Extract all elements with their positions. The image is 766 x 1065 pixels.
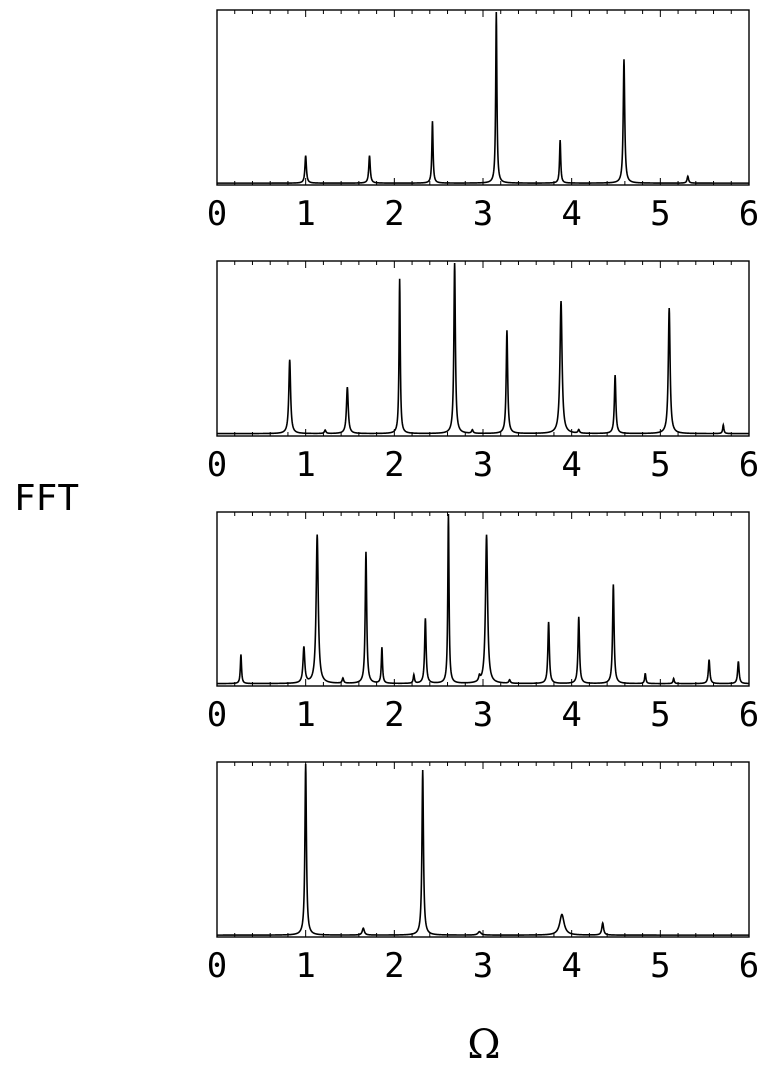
- spectrum-line-4: [217, 763, 749, 936]
- fft-panel-3: 0 1 2 3 4 5 6: [207, 511, 759, 735]
- x-tick-label: 1: [295, 695, 315, 735]
- x-tick-label: 5: [650, 445, 670, 485]
- x-tick-label: 5: [650, 695, 670, 735]
- plot-frame-1: [216, 9, 750, 186]
- y-axis-label: FFT: [14, 478, 79, 519]
- x-tick-label: 3: [473, 946, 493, 986]
- x-axis-label: Ω: [467, 1022, 500, 1065]
- x-tick-label: 2: [384, 194, 404, 234]
- x-tick-label: 1: [295, 194, 315, 234]
- x-tick-label: 3: [473, 695, 493, 735]
- x-tick-label: 1: [295, 445, 315, 485]
- x-tick-label: 4: [561, 695, 581, 735]
- panels-group: 0 1 2 3 4 5 6 0 1 2 3 4 5 6 0 1 2 3 4 5 6 0 1 2 3 4 5 6: [207, 9, 759, 986]
- x-tick-label: 4: [561, 946, 581, 986]
- x-tick-label: 4: [561, 194, 581, 234]
- x-tick-label: 0: [207, 695, 227, 735]
- spectrum-line-3: [216, 513, 750, 685]
- spectrum-line-1: [217, 11, 749, 184]
- x-tick-label: 6: [739, 695, 759, 735]
- x-tick-label: 0: [207, 194, 227, 234]
- x-tick-label: 6: [739, 946, 759, 986]
- plot-frame-4: [216, 761, 750, 938]
- x-tick-label: 1: [295, 946, 315, 986]
- x-tick-label: 5: [650, 194, 670, 234]
- x-tick-label: 0: [207, 445, 227, 485]
- x-tick-label: 6: [739, 445, 759, 485]
- x-tick-label: 6: [739, 194, 759, 234]
- x-tick-label: 3: [473, 445, 493, 485]
- x-tick-label: 0: [207, 946, 227, 986]
- x-tick-label: 2: [384, 445, 404, 485]
- x-tick-label: 4: [561, 445, 581, 485]
- x-tick-label: 2: [384, 695, 404, 735]
- fft-panel-2: 0 1 2 3 4 5 6: [207, 260, 759, 485]
- fft-panel-1: 0 1 2 3 4 5 6: [207, 9, 759, 234]
- x-tick-label: 2: [384, 946, 404, 986]
- x-tick-label: 3: [473, 194, 493, 234]
- fft-panel-4: 0 1 2 3 4 5 6: [207, 761, 759, 986]
- spectrum-line-2: [217, 262, 749, 435]
- x-tick-label: 5: [650, 946, 670, 986]
